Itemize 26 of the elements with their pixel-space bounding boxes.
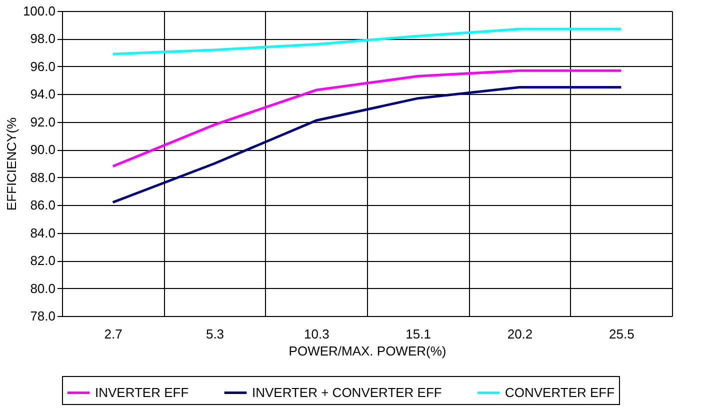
y-tick-label: 90.0 (30, 142, 56, 158)
line-series (112, 69, 622, 168)
y-tick-label: 80.0 (30, 280, 56, 296)
y-axis-title: EFFICIENCY(% (4, 116, 19, 211)
y-tick-label: 96.0 (30, 58, 56, 74)
x-tick-label: 15.1 (406, 326, 431, 342)
x-tick-label: 5.3 (206, 326, 224, 342)
legend-label: CONVERTER EFF (505, 384, 615, 400)
y-tick-label: 86.0 (30, 198, 56, 213)
line-series (112, 86, 622, 204)
y-tick-label: 82.0 (30, 253, 56, 268)
y-tick-label: 100.0 (22, 4, 56, 18)
y-tick-label: 88.0 (30, 170, 56, 185)
x-axis-title: POWER/MAX. POWER(%) (288, 344, 446, 358)
y-tick-label: 98.0 (30, 31, 56, 46)
x-tick-label: 25.5 (609, 326, 634, 342)
line-series (112, 28, 622, 56)
x-tick-label: 10.3 (304, 326, 330, 342)
y-tick-label: 78.0 (30, 308, 56, 324)
y-tick-label: 94.0 (30, 86, 56, 102)
y-tick-label: 92.0 (30, 114, 56, 130)
y-tick-label: 84.0 (30, 225, 56, 240)
legend-label: INVERTER + CONVERTER EFF (252, 384, 442, 400)
x-tick-label: 2.7 (104, 326, 122, 342)
x-tick-label: 20.2 (507, 326, 533, 342)
legend-label: INVERTER EFF (95, 384, 189, 400)
